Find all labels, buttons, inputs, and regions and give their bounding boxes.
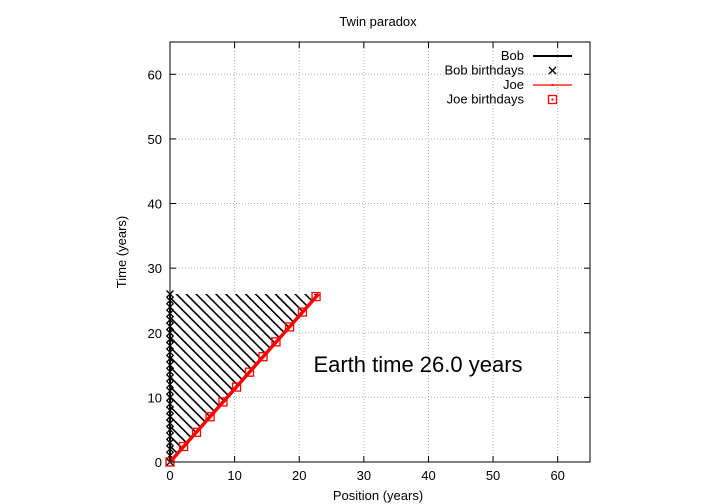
joe-birthday-dot xyxy=(235,386,238,389)
legend-key-joe-dot xyxy=(551,84,554,86)
x-tick-label: 10 xyxy=(227,468,241,483)
joe-birthday-marker xyxy=(311,291,321,302)
joe-birthday-square xyxy=(244,367,255,377)
joe-birthday-marker xyxy=(271,337,281,347)
y-tick-label: 30 xyxy=(148,261,162,276)
x-tick-label: 50 xyxy=(486,468,500,483)
chart-title: Twin paradox xyxy=(339,14,417,29)
joe-worldline xyxy=(168,292,320,464)
joe-birthday-square xyxy=(297,307,308,317)
x-tick-label: 30 xyxy=(357,468,371,483)
axis-ticks: 0 10 20 30 40 50 60 0 10 20 30 40 50 60 xyxy=(148,42,590,483)
legend-key-bob-birthdays xyxy=(548,66,557,75)
y-tick-label: 60 xyxy=(148,67,162,82)
joe-birthday-dot xyxy=(315,295,318,298)
joe-birthday-square xyxy=(191,427,202,437)
joe-birthday-square xyxy=(284,322,295,332)
legend-key-joe-birthdays-dot xyxy=(551,98,554,101)
joe-birthday-marker xyxy=(178,441,189,452)
joe-birthday-square xyxy=(231,382,242,392)
x-tick-label: 60 xyxy=(550,468,564,483)
y-tick-label: 50 xyxy=(148,132,162,147)
joe-birthday-marker xyxy=(244,367,255,377)
plot-frame xyxy=(169,41,591,463)
legend-label: Bob xyxy=(501,48,524,63)
joe-birthday-marker xyxy=(191,427,202,437)
y-tick-label: 20 xyxy=(148,326,162,341)
joe-birthday-marker xyxy=(218,397,228,407)
grid-lines xyxy=(170,42,590,462)
joe-birthday-square xyxy=(178,441,189,452)
joe-birthday-square xyxy=(311,291,321,302)
joe-birthday-marker xyxy=(297,307,308,317)
joe-birthday-marker xyxy=(284,322,295,332)
joe-birthday-square xyxy=(205,412,215,422)
joe-birthday-marker xyxy=(231,382,242,392)
joe-birthday-dot xyxy=(301,311,304,314)
y-tick-label: 0 xyxy=(155,455,162,470)
joe-birthday-square xyxy=(271,337,281,347)
joe-birthday-marker xyxy=(205,412,215,422)
joe-birthday-marker xyxy=(258,352,268,362)
y-axis-label: Time (years) xyxy=(114,216,129,288)
joe-birthday-dot xyxy=(248,371,251,374)
joe-birthday-dot xyxy=(209,415,212,418)
annotation-earth-time: Earth time 26.0 years xyxy=(313,352,522,377)
x-tick-label: 0 xyxy=(166,468,173,483)
legend-key-joe-birthdays xyxy=(547,94,558,105)
joe-birthday-square xyxy=(258,352,268,362)
y-tick-label: 40 xyxy=(148,197,162,212)
joe-birthday-dot xyxy=(262,355,265,358)
joe-birthday-dot xyxy=(182,445,185,448)
legend-label: Bob birthdays xyxy=(445,63,525,78)
joe-birthday-dot xyxy=(274,340,277,343)
joe-birthday-dot xyxy=(195,431,198,434)
joe-birthday-dot xyxy=(288,325,291,328)
legend-label: Joe birthdays xyxy=(447,92,525,107)
x-tick-label: 20 xyxy=(292,468,306,483)
legend-label: Joe xyxy=(503,77,524,92)
joe-birthday-square xyxy=(218,397,228,407)
x-tick-label: 40 xyxy=(421,468,435,483)
y-tick-label: 10 xyxy=(148,390,162,405)
x-axis-label: Position (years) xyxy=(333,488,423,503)
joe-birthday-dot xyxy=(221,400,224,403)
